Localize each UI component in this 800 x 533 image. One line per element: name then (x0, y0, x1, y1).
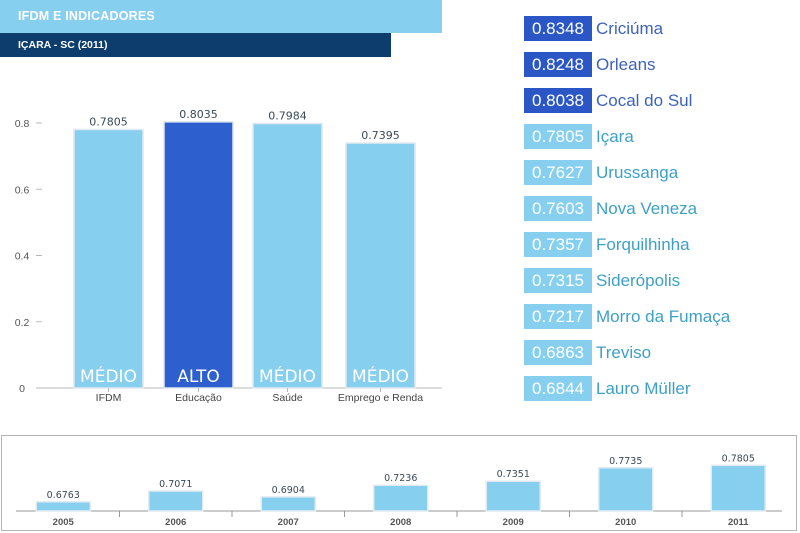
bar (252, 122, 323, 389)
ranking-value: 0.8248 (524, 52, 592, 77)
ranking-city: Lauro Müller (596, 378, 691, 398)
ranking-item: 0.6863 Treviso (524, 340, 651, 365)
indicators-bar-chart: 0 0.2 0.4 0.6 0.8 0.7805 MÉDIO IFDM 0.8035 ALTO Ed… (15, 108, 442, 404)
timeline-bar (260, 496, 316, 512)
timeline-bar-chart: 0.6763 2005 0.7071 2006 0.6904 2007 0.7236 2008… (16, 453, 782, 528)
timeline-year-label: 2011 (728, 517, 749, 528)
timeline-year-label: 2009 (503, 517, 524, 528)
ranking-city: Morro da Fumaça (596, 306, 731, 326)
bar (345, 142, 416, 389)
ranking-city: Siderópolis (596, 270, 681, 290)
ranking-city: Orleans (596, 54, 656, 74)
data-label: 0.7395 (361, 129, 400, 142)
timeline-data-label: 0.7071 (159, 479, 192, 490)
ranking-city: Nova Veneza (596, 198, 698, 218)
ranking-item: 0.7627 Urussanga (524, 160, 678, 185)
timeline-year-label: 2010 (615, 517, 636, 528)
x-tick-label: Saúde (272, 392, 303, 404)
ranking-item: 0.7603 Nova Veneza (524, 196, 697, 221)
timeline-panel: 0.6763 2005 0.7071 2006 0.6904 2007 0.7236 2008… (1, 435, 797, 531)
timeline-bar (598, 467, 654, 512)
ranking-city: Içara (596, 126, 634, 146)
data-label: 0.8035 (179, 108, 218, 121)
bar-level-label: ALTO (177, 367, 220, 387)
ranking-value: 0.7217 (524, 304, 592, 329)
ranking-value: 0.8348 (524, 16, 592, 41)
header-band: IFDM E INDICADORES (0, 0, 442, 33)
ranking-item: 0.8248 Orleans (524, 52, 656, 77)
x-tick-label: Emprego e Renda (338, 392, 423, 404)
timeline-year-label: 2006 (165, 517, 186, 528)
ranking-city: Cocal do Sul (596, 90, 693, 110)
ranking-city: Urussanga (596, 162, 679, 182)
y-tick-label: 0.8 (15, 118, 30, 130)
bar-level-label: MÉDIO (259, 365, 316, 387)
timeline-year-label: 2007 (278, 517, 299, 528)
timeline-data-label: 0.7351 (497, 469, 530, 480)
ranking-value: 0.8038 (524, 88, 592, 113)
timeline-year-label: 2005 (53, 517, 75, 528)
ranking-item: 0.7357 Forquilhinha (524, 232, 690, 257)
timeline-bar (485, 480, 541, 512)
ranking-city: Treviso (596, 342, 652, 362)
page-subtitle: IÇARA - SC (2011) (18, 39, 108, 51)
timeline-data-label: 0.7735 (609, 456, 642, 467)
ranking-value: 0.7357 (524, 232, 592, 257)
ranking-value: 0.7627 (524, 160, 592, 185)
subtitle-band: IÇARA - SC (2011) (0, 33, 391, 57)
page-title: IFDM E INDICADORES (18, 9, 155, 23)
timeline-bar (148, 490, 204, 512)
timeline-year-label: 2008 (390, 517, 411, 528)
timeline-data-label: 0.7236 (384, 473, 417, 484)
x-tick-label: Educação (175, 392, 222, 404)
ranking-item: 0.8348 Criciúma (524, 16, 663, 41)
ranking-item: 0.8038 Cocal do Sul (524, 88, 692, 113)
ranking-value: 0.7603 (524, 196, 592, 221)
data-label: 0.7805 (89, 115, 128, 128)
ranking-item: 0.7315 Siderópolis (524, 268, 680, 293)
ranking-value: 0.6844 (524, 376, 592, 401)
ranking-value: 0.7315 (524, 268, 592, 293)
timeline-data-label: 0.6904 (272, 485, 305, 496)
ranking-value: 0.6863 (524, 340, 592, 365)
ranking-city: Criciúma (596, 18, 664, 38)
bar (73, 128, 144, 389)
ranking-value: 0.7805 (524, 124, 592, 149)
bar-level-label: MÉDIO (352, 365, 409, 387)
x-tick-label: IFDM (96, 392, 122, 404)
ranking-city: Forquilhinha (596, 234, 690, 254)
ranking-item: 0.7805 Içara (524, 124, 634, 149)
bar (163, 121, 234, 389)
y-tick-label: 0.4 (15, 251, 30, 263)
bar-level-label: MÉDIO (80, 365, 137, 387)
y-tick-label: 0 (19, 383, 25, 395)
timeline-data-label: 0.6763 (47, 490, 80, 501)
y-tick-label: 0.6 (15, 184, 30, 196)
y-tick-label: 0.2 (15, 317, 30, 329)
ranking-item: 0.7217 Morro da Fumaça (524, 304, 730, 329)
timeline-bar (373, 484, 429, 512)
data-label: 0.7984 (268, 110, 307, 123)
timeline-data-label: 0.7805 (722, 453, 755, 464)
ranking-item: 0.6844 Lauro Müller (524, 376, 691, 401)
timeline-bar (710, 464, 766, 512)
timeline-bar (35, 501, 91, 512)
